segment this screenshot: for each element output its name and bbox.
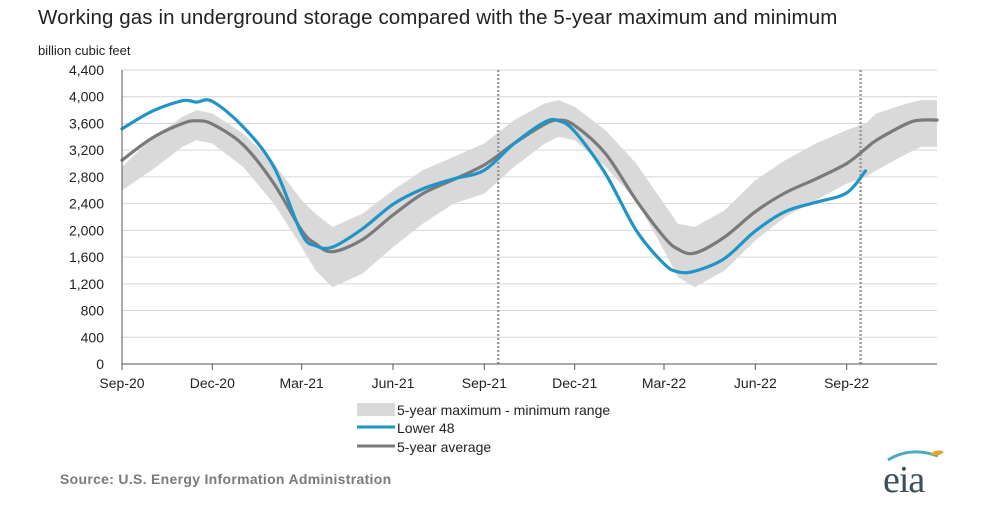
y-tick-label: 3,600 bbox=[69, 115, 104, 131]
x-tick-label: Sep-21 bbox=[462, 375, 507, 391]
lower48-line bbox=[120, 98, 868, 275]
x-tick-label: Sep-20 bbox=[99, 375, 144, 391]
x-tick-label: Dec-20 bbox=[190, 375, 235, 391]
y-tick-label: 2,000 bbox=[69, 222, 104, 238]
chart-title: Working gas in underground storage compa… bbox=[38, 6, 838, 29]
y-tick-label: 1,200 bbox=[69, 276, 104, 292]
x-tick-label: Mar-21 bbox=[279, 375, 324, 391]
y-tick-label: 4,400 bbox=[69, 62, 104, 78]
y-tick-label: 400 bbox=[81, 329, 105, 345]
range-band-area bbox=[122, 100, 937, 288]
x-tick-label: Dec-21 bbox=[552, 375, 597, 391]
legend-label-range: 5-year maximum - minimum range bbox=[397, 402, 610, 418]
x-tick-label: Jun-21 bbox=[372, 375, 415, 391]
x-tick-label: Mar-22 bbox=[642, 375, 687, 391]
legend-swatch-range bbox=[357, 403, 395, 416]
legend-label-lower48: Lower 48 bbox=[397, 420, 455, 436]
x-tick-label: Jun-22 bbox=[734, 375, 777, 391]
source-note: Source: U.S. Energy Information Administ… bbox=[60, 471, 392, 487]
y-tick-label: 1,600 bbox=[69, 249, 104, 265]
series-line-layer bbox=[120, 98, 939, 275]
axes: 0 400 800 1,200 1,600 2,000 2,400 2,800 3,200 3,6… bbox=[69, 62, 937, 391]
y-axis-unit-label: billion cubic feet bbox=[38, 43, 131, 58]
range-band-layer bbox=[122, 100, 937, 288]
y-tick-label: 2,800 bbox=[69, 169, 104, 185]
eia-swoosh-icon bbox=[887, 450, 944, 462]
eia-logo: eia bbox=[880, 448, 950, 501]
y-tick-label: 800 bbox=[81, 303, 105, 319]
y-tick-label: 2,400 bbox=[69, 196, 104, 212]
x-tick-label: Sep-22 bbox=[824, 375, 869, 391]
y-tick-label: 3,200 bbox=[69, 142, 104, 158]
y-tick-label: 0 bbox=[96, 356, 104, 372]
legend: 5-year maximum - minimum range Lower 48 5-… bbox=[357, 402, 610, 455]
eia-logo-text: eia bbox=[883, 459, 925, 501]
legend-label-average: 5-year average bbox=[397, 439, 491, 455]
vertical-marker-layer bbox=[496, 70, 862, 364]
y-tick-label: 4,000 bbox=[69, 89, 104, 105]
